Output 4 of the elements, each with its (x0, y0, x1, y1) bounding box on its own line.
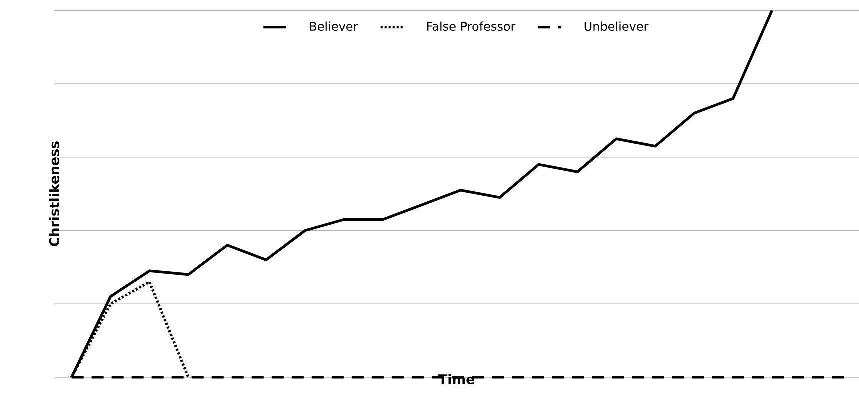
legend-label: Believer (310, 22, 358, 31)
legend-label: False Professor (427, 22, 516, 31)
y-axis-title: Christlikeness (49, 142, 60, 246)
legend-label: Unbeliever (584, 22, 649, 31)
